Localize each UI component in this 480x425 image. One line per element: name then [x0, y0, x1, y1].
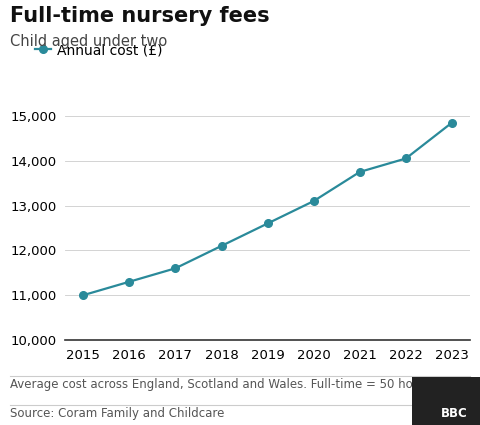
Text: Child aged under two: Child aged under two	[10, 34, 167, 49]
Text: BBC: BBC	[441, 407, 468, 420]
Text: Average cost across England, Scotland and Wales. Full-time = 50 hours: Average cost across England, Scotland an…	[10, 378, 431, 391]
Text: Full-time nursery fees: Full-time nursery fees	[10, 6, 269, 26]
Legend: Annual cost (£): Annual cost (£)	[29, 37, 168, 63]
Text: Source: Coram Family and Childcare: Source: Coram Family and Childcare	[10, 407, 224, 420]
